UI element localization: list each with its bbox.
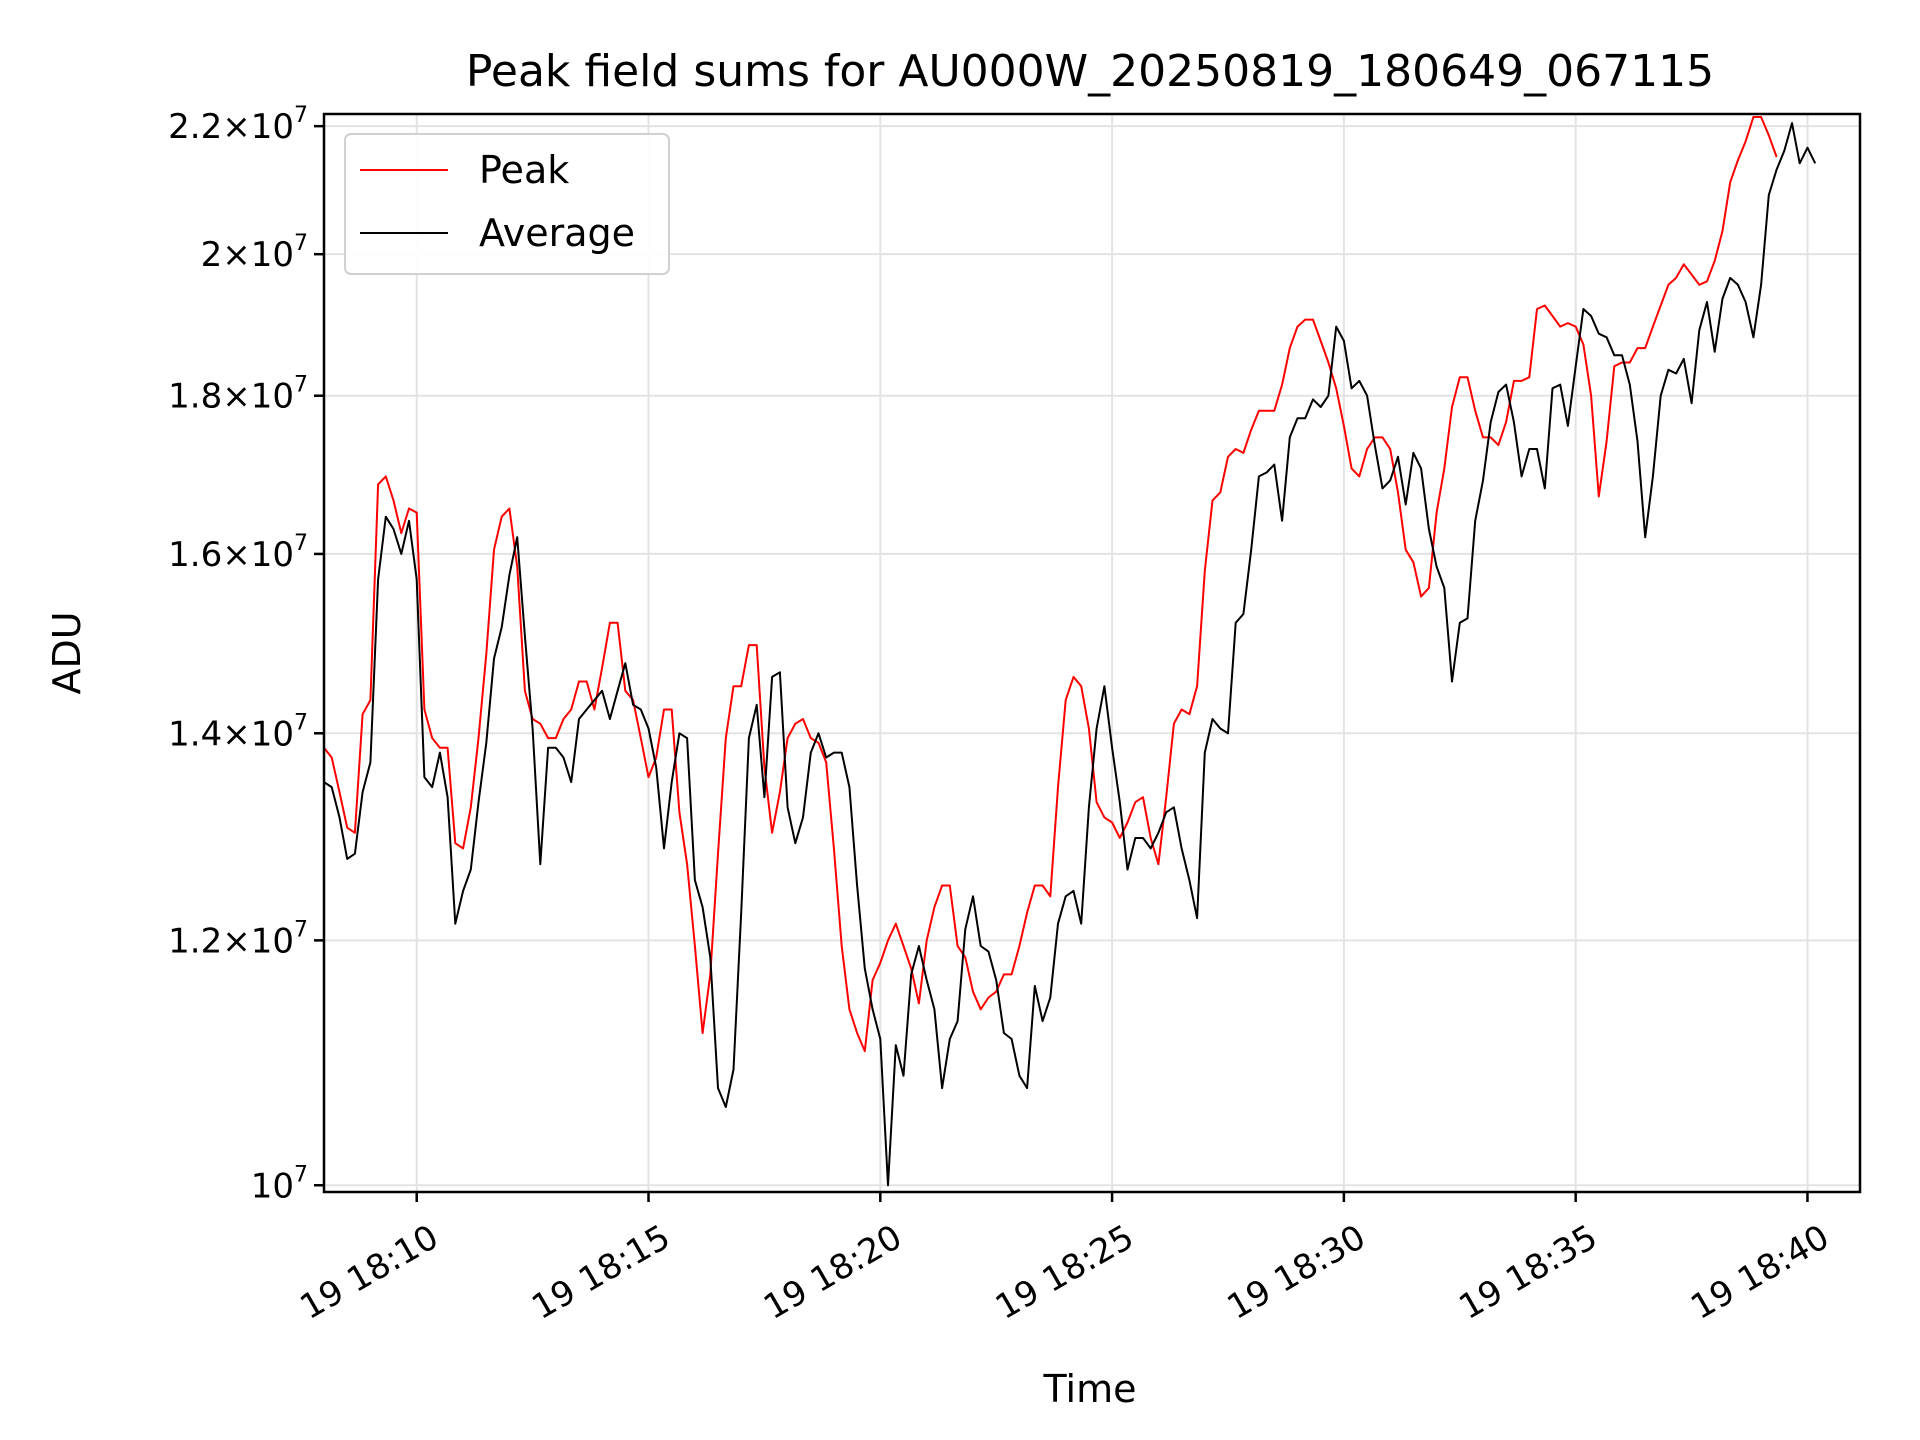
- y-tick-mantissa: 2×10: [201, 235, 294, 275]
- y-tick-mantissa: 1.4×10: [168, 714, 294, 754]
- y-tick-label: 1.2×107: [168, 917, 308, 961]
- y-tick-mantissa: 1.2×10: [168, 921, 294, 961]
- y-tick-exponent: 7: [294, 373, 308, 398]
- y-tick-exponent: 7: [294, 710, 308, 735]
- y-tick-exponent: 7: [294, 231, 308, 256]
- grid-lines: [324, 114, 1860, 1192]
- y-tick-label: 1.4×107: [168, 710, 308, 754]
- y-tick-label: 107: [251, 1162, 308, 1206]
- y-tick-mantissa: 2.2×10: [168, 107, 294, 147]
- legend-label: Average: [479, 211, 635, 255]
- y-tick-mantissa: 1.6×10: [168, 535, 294, 575]
- y-tick-label: 2×107: [201, 231, 308, 275]
- y-tick-mantissa: 10: [251, 1166, 294, 1206]
- chart-title: Peak field sums for AU000W_20250819_1806…: [466, 46, 1714, 97]
- series-line-peak: [323, 116, 1778, 1053]
- y-axis: 1071.2×1071.4×1071.6×1071.8×1072×1072.2×…: [168, 103, 324, 1206]
- plot-frame: [322, 112, 1862, 1194]
- series-line-average: [323, 122, 1817, 1187]
- y-tick-exponent: 7: [294, 1162, 308, 1187]
- legend: Peak Average: [344, 133, 670, 275]
- series-lines: [323, 116, 1817, 1187]
- y-tick-mantissa: 1.8×10: [168, 377, 294, 417]
- y-tick-label: 2.2×107: [168, 103, 308, 147]
- y-tick-label: 1.8×107: [168, 373, 308, 417]
- legend-label: Peak: [479, 148, 569, 192]
- y-tick-exponent: 7: [294, 531, 308, 556]
- y-tick-exponent: 7: [294, 103, 308, 128]
- x-axis-label: Time: [1043, 1367, 1137, 1411]
- y-axis-label: ADU: [45, 611, 89, 694]
- y-tick-exponent: 7: [294, 917, 308, 942]
- y-tick-label: 1.6×107: [168, 531, 308, 575]
